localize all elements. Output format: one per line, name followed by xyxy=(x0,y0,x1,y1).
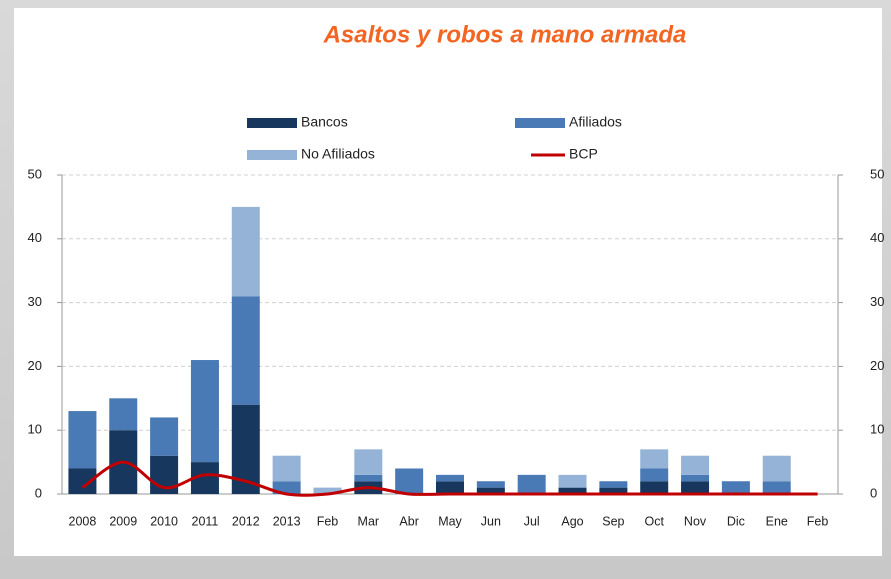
bar-segment xyxy=(68,411,97,469)
x-tick-label: Dic xyxy=(727,514,745,528)
bar-segment xyxy=(436,474,464,482)
bar-segment xyxy=(681,481,710,494)
bar-segment xyxy=(109,398,138,431)
x-tick-label: Oct xyxy=(644,514,664,528)
bar-segment xyxy=(231,206,260,297)
x-tick-label: 2011 xyxy=(192,514,219,528)
bar-segment xyxy=(476,487,505,494)
y2-tick-label: 30 xyxy=(870,294,884,309)
y-tick-label: 20 xyxy=(28,358,42,373)
legend-label: Afiliados xyxy=(569,114,622,130)
bar-segment xyxy=(150,417,179,456)
legend-label: No Afiliados xyxy=(301,146,375,162)
bar-segment xyxy=(272,455,301,482)
bar-segment xyxy=(640,468,669,482)
y2-tick-label: 40 xyxy=(870,230,884,245)
bar-segment xyxy=(476,481,505,488)
legend-label: BCP xyxy=(569,146,598,162)
legend-swatch xyxy=(515,118,565,128)
line xyxy=(81,460,818,497)
bar-segment xyxy=(558,487,587,494)
bar-segment xyxy=(517,474,546,494)
y2-tick-label: 50 xyxy=(870,166,884,181)
x-tick-label: 2012 xyxy=(232,514,260,528)
x-tick-label: Nov xyxy=(684,514,707,528)
y2-tick-label: 20 xyxy=(870,358,884,373)
bar-segment xyxy=(354,474,383,482)
bar-segment xyxy=(558,474,587,488)
bar-segment xyxy=(640,481,669,494)
x-tick-label: 2009 xyxy=(109,514,137,528)
x-tick-label: 2008 xyxy=(69,514,97,528)
y-tick-label: 30 xyxy=(28,294,42,309)
bar-segment xyxy=(599,481,628,488)
bar-segment xyxy=(599,487,628,494)
x-tick-label: 2010 xyxy=(150,514,178,528)
legend-label: Bancos xyxy=(301,114,348,130)
x-tick-label: Ago xyxy=(561,514,583,528)
x-tick-label: Mar xyxy=(358,514,380,528)
x-tick-label: Feb xyxy=(317,514,339,528)
y-tick-label: 10 xyxy=(28,422,42,437)
y2-tick-label: 10 xyxy=(870,422,884,437)
bar-segment xyxy=(721,481,750,494)
bar-segment xyxy=(231,296,260,405)
bar-segment xyxy=(681,474,710,482)
bar-segment xyxy=(681,455,710,475)
x-tick-label: May xyxy=(438,514,462,528)
x-tick-label: 2013 xyxy=(273,514,301,528)
bar-segment xyxy=(762,455,791,482)
x-tick-label: Ene xyxy=(766,514,788,528)
legend-swatch xyxy=(247,150,297,160)
y2-tick-label: 0 xyxy=(870,485,877,500)
legend-swatch xyxy=(247,118,297,128)
bar-segment xyxy=(395,468,424,494)
bar-segment xyxy=(762,481,791,494)
y-tick-label: 0 xyxy=(35,485,42,500)
bar-segment xyxy=(354,449,383,475)
x-tick-label: Abr xyxy=(399,514,418,528)
bar-segment xyxy=(272,481,301,494)
bar-segment xyxy=(190,360,219,463)
chart-title: Asaltos y robos a mano armada xyxy=(323,21,687,48)
y-tick-label: 40 xyxy=(28,230,42,245)
bar-segment xyxy=(436,481,464,494)
x-tick-label: Sep xyxy=(602,514,624,528)
y-tick-label: 50 xyxy=(28,166,42,181)
x-tick-label: Jul xyxy=(524,514,540,528)
x-tick-label: Feb xyxy=(807,514,829,528)
bar-segment xyxy=(313,487,342,494)
x-tick-label: Jun xyxy=(481,514,501,528)
bar-segment xyxy=(640,449,669,469)
